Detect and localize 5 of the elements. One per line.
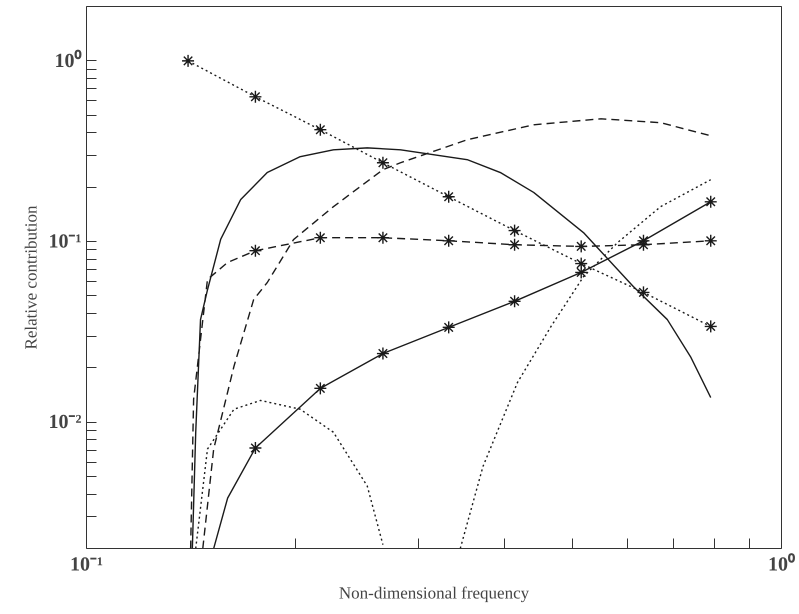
y-tick-label: 10⁰ [54, 48, 82, 72]
x-axis-title: Non-dimensional frequency [338, 584, 530, 602]
y-axis-title: Relative contribution [22, 205, 41, 350]
y-tick-label: 10⁻² [48, 411, 82, 434]
y-tick-label: 10⁻¹ [48, 230, 82, 253]
